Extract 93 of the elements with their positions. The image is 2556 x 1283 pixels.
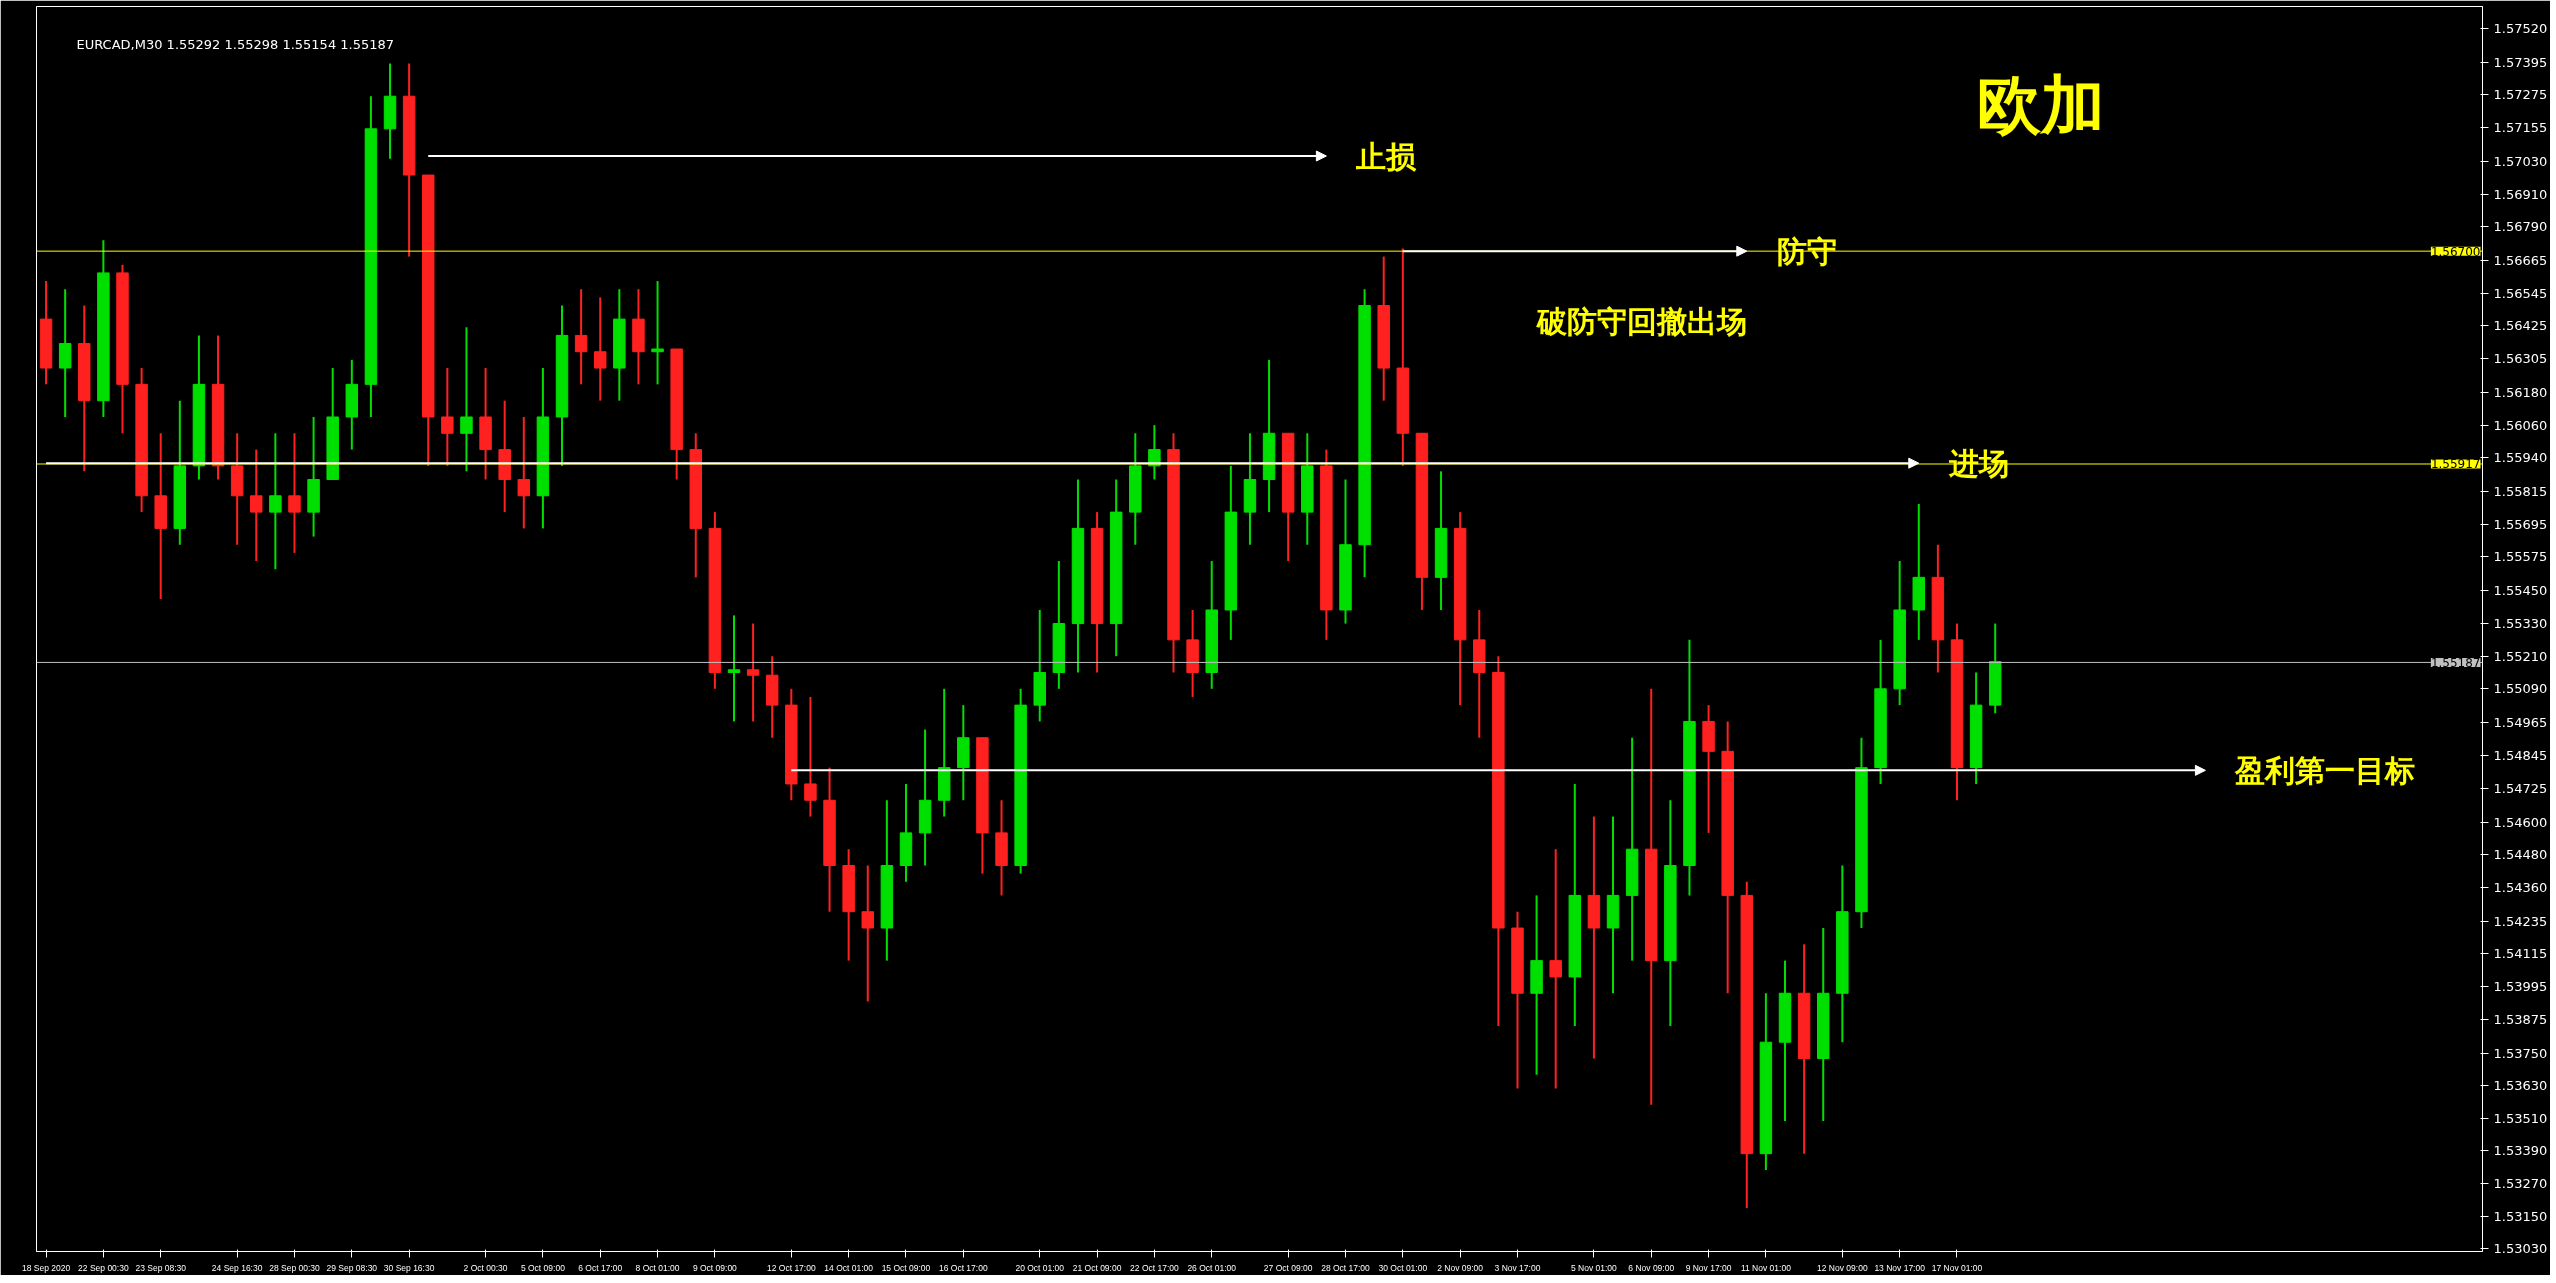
y-tick-label: 1.56180 <box>2493 385 2548 400</box>
candlestick <box>804 695 817 818</box>
candlestick <box>651 280 664 386</box>
x-tick-label: 2 Nov 09:00 <box>1437 1262 1484 1273</box>
x-tick-label: 5 Oct 09:00 <box>520 1262 566 1273</box>
x-tick-label: 16 Oct 17:00 <box>938 1262 988 1273</box>
y-tick-label: 1.54600 <box>2493 814 2548 830</box>
y-tick-label: 1.56425 <box>2493 318 2548 334</box>
y-tick-label: 1.53630 <box>2493 1078 2548 1094</box>
y-tick-label: 1.55575 <box>2493 549 2548 565</box>
ref-line-label: 1.55917 <box>2430 457 2481 472</box>
y-tick-label: 1.53875 <box>2493 1011 2548 1027</box>
ref-line-label: 1.56700 <box>2430 244 2481 259</box>
x-tick-label: 18 Sep 2020 <box>21 1262 71 1273</box>
candlestick <box>1549 848 1562 1090</box>
x-tick-label: 30 Oct 01:00 <box>1378 1262 1428 1273</box>
x-tick-label: 12 Oct 17:00 <box>766 1262 816 1273</box>
y-tick-label: 1.55450 <box>2493 583 2548 599</box>
series-label: 进场 <box>1947 445 2009 481</box>
y-tick-label: 1.56910 <box>2493 186 2548 202</box>
y-tick-label: 1.56665 <box>2493 253 2548 269</box>
x-tick-label: 13 Nov 17:00 <box>1874 1262 1926 1273</box>
text: EURCAD,M30 1.55292 1.55298 1.55154 1.55187 <box>76 36 395 52</box>
candlestick <box>727 614 741 723</box>
y-tick-label: 1.55695 <box>2493 516 2548 532</box>
x-tick-label: 11 Nov 01:00 <box>1740 1262 1792 1273</box>
candlestick <box>250 448 263 563</box>
x-tick-label: 3 Nov 17:00 <box>1494 1262 1541 1273</box>
y-tick-label: 1.56060 <box>2493 417 2548 433</box>
x-tick-label: 28 Oct 17:00 <box>1321 1262 1371 1273</box>
x-tick-label: 21 Oct 09:00 <box>1072 1262 1122 1273</box>
y-tick-label: 1.57395 <box>2493 54 2548 70</box>
x-tick-label: 17 Nov 01:00 <box>1931 1262 1983 1273</box>
y-tick-label: 1.53390 <box>2493 1143 2548 1159</box>
text: 欧加 <box>1976 67 2105 142</box>
y-tick-label: 1.54115 <box>2493 946 2548 962</box>
candlestick <box>517 415 531 530</box>
x-tick-label: 6 Oct 17:00 <box>578 1262 623 1273</box>
x-tick-label: 26 Oct 01:00 <box>1187 1262 1237 1273</box>
legend-label: 盈利第一目标 <box>2234 752 2416 788</box>
y-tick-label: 1.57155 <box>2493 119 2548 135</box>
y-tick-label: 1.54480 <box>2493 847 2548 863</box>
x-tick-label: 15 Oct 09:00 <box>881 1262 931 1273</box>
x-tick-label: 6 Nov 09:00 <box>1628 1262 1675 1273</box>
x-tick-label: 28 Sep 00:30 <box>269 1262 321 1273</box>
x-tick-label: 22 Oct 17:00 <box>1130 1262 1180 1273</box>
y-tick-label: 1.53150 <box>2493 1208 2548 1224</box>
candlestick <box>574 288 588 386</box>
y-tick-label: 1.54360 <box>2493 879 2548 895</box>
annotation: 破防守回撤出场 <box>1535 304 1747 339</box>
y-tick-label: 1.56790 <box>2493 219 2548 235</box>
x-tick-label: 20 Oct 01:00 <box>1015 1262 1065 1273</box>
x-tick-label: 5 Nov 01:00 <box>1571 1262 1618 1273</box>
y-tick-label: 1.56305 <box>2493 351 2548 367</box>
y-tick-label: 1.54845 <box>2493 747 2548 763</box>
y-tick-label: 1.54725 <box>2493 780 2548 796</box>
x-tick-label: 2 Oct 00:30 <box>463 1262 508 1273</box>
candlestick <box>441 367 454 467</box>
candlestick <box>288 432 301 554</box>
candlestick <box>460 326 473 473</box>
x-tick-label: 9 Oct 09:00 <box>692 1262 738 1273</box>
x-tick-label: 9 Nov 17:00 <box>1685 1262 1732 1273</box>
y-tick-label: 1.53995 <box>2493 978 2548 994</box>
x-tick-label: 12 Nov 09:00 <box>1817 1262 1868 1273</box>
x-tick-label: 30 Sep 16:30 <box>383 1262 435 1273</box>
y-tick-label: 1.54235 <box>2493 913 2548 929</box>
x-tick-label: 22 Sep 00:30 <box>78 1262 129 1273</box>
y-tick-label: 1.55090 <box>2493 681 2548 697</box>
x-tick-label: 14 Oct 01:00 <box>824 1262 874 1273</box>
candlestick <box>746 622 760 723</box>
y-tick-label: 1.53030 <box>2493 1241 2548 1257</box>
y-tick-label: 1.57030 <box>2493 153 2548 169</box>
y-tick-label: 1.53750 <box>2493 1045 2548 1061</box>
x-tick-label: 23 Sep 08:30 <box>135 1262 187 1273</box>
candlestick <box>861 864 874 1003</box>
y-tick-label: 1.55210 <box>2493 648 2548 664</box>
y-tick-label: 1.55330 <box>2493 616 2548 632</box>
x-tick-label: 29 Sep 08:30 <box>326 1262 378 1273</box>
candlestick <box>269 432 282 571</box>
x-tick-label: 24 Sep 16:30 <box>211 1262 263 1273</box>
y-tick-label: 1.54965 <box>2493 715 2548 731</box>
y-tick-label: 1.53270 <box>2493 1176 2548 1192</box>
y-tick-label: 1.57520 <box>2493 20 2548 36</box>
y-tick-label: 1.55940 <box>2493 450 2548 466</box>
y-tick-label: 1.57275 <box>2493 87 2548 103</box>
x-tick-label: 27 Oct 09:00 <box>1263 1262 1313 1273</box>
y-tick-label: 1.56545 <box>2493 285 2548 301</box>
y-tick-label: 1.53510 <box>2493 1110 2548 1126</box>
series-label: 止损 <box>1355 138 1418 174</box>
candlestick <box>593 296 607 402</box>
ref-line-label: 1.55187 <box>2430 655 2481 670</box>
x-tick-label: 8 Oct 01:00 <box>635 1262 680 1273</box>
y-tick-label: 1.55815 <box>2493 484 2548 500</box>
